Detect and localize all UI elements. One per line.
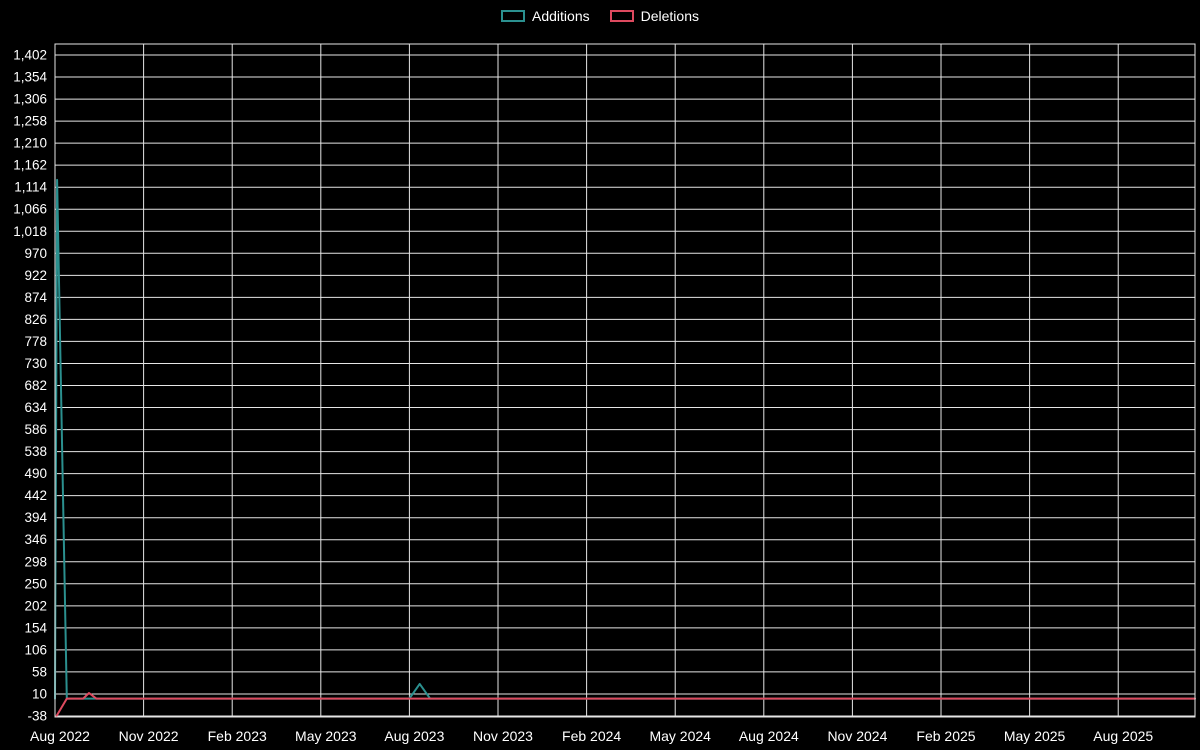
y-tick-label: 106 — [24, 642, 47, 657]
y-tick-label: 346 — [24, 532, 47, 547]
x-tick-label: Feb 2024 — [562, 728, 621, 744]
y-tick-label: 1,354 — [13, 70, 47, 85]
x-tick-label: Nov 2023 — [473, 728, 533, 744]
x-tick-label: Feb 2023 — [208, 728, 267, 744]
y-tick-label: 682 — [24, 378, 47, 393]
y-tick-label: 778 — [24, 334, 47, 349]
y-tick-label: 490 — [24, 466, 47, 481]
y-tick-label: 538 — [24, 444, 47, 459]
y-tick-label: 394 — [24, 510, 47, 525]
x-tick-label: May 2025 — [1004, 728, 1066, 744]
y-tick-label: 1,210 — [13, 136, 47, 151]
y-tick-label: 1,402 — [13, 48, 47, 63]
x-tick-label: Nov 2024 — [827, 728, 887, 744]
x-tick-label: Feb 2025 — [916, 728, 975, 744]
grid-lines — [54, 44, 1195, 717]
series-lines — [54, 178, 1196, 717]
y-tick-label: 1,162 — [13, 158, 47, 173]
y-tick-label: 970 — [24, 246, 47, 261]
x-tick-label: May 2024 — [649, 728, 711, 744]
x-axis-tick-labels: Aug 2022 Nov 2022 Feb 2023 May 2023 Aug 2023… — [30, 728, 1153, 744]
deletions-swatch-icon — [609, 10, 634, 22]
y-axis-tick-labels: -38 10 58 106 154 202 250 298 346 394 442 490 538 586… — [13, 48, 47, 724]
legend-label-additions: Additions — [532, 8, 590, 24]
series-line-additions — [54, 178, 1196, 700]
x-tick-label: Aug 2024 — [739, 728, 799, 744]
y-tick-label: 1,306 — [13, 92, 47, 107]
legend-item-deletions[interactable]: Deletions — [609, 8, 699, 24]
y-tick-label: -38 — [27, 709, 47, 724]
y-tick-label: 202 — [24, 598, 47, 613]
y-tick-label: 10 — [32, 686, 47, 701]
plot-border — [54, 43, 1196, 718]
y-tick-label: 250 — [24, 576, 47, 591]
y-tick-label: 634 — [24, 400, 47, 415]
legend-item-additions[interactable]: Additions — [501, 8, 590, 24]
series-line-deletions — [55, 692, 1196, 717]
y-tick-label: 874 — [24, 290, 47, 305]
y-tick-label: 730 — [24, 356, 47, 371]
y-tick-label: 1,066 — [13, 202, 47, 217]
y-tick-label: 154 — [24, 620, 47, 635]
x-tick-label: Nov 2022 — [119, 728, 179, 744]
y-tick-label: 298 — [24, 554, 47, 569]
y-tick-label: 1,018 — [13, 224, 47, 239]
y-tick-label: 58 — [32, 664, 47, 679]
legend-label-deletions: Deletions — [640, 8, 699, 24]
y-tick-label: 1,114 — [14, 180, 47, 195]
y-tick-label: 586 — [24, 422, 47, 437]
x-tick-label: Aug 2022 — [30, 728, 90, 744]
chart-legend: Additions Deletions — [0, 8, 1200, 24]
y-tick-label: 1,258 — [13, 114, 47, 129]
y-tick-label: 826 — [24, 312, 47, 327]
y-tick-label: 922 — [24, 268, 47, 283]
x-tick-label: May 2023 — [295, 728, 357, 744]
x-tick-label: Aug 2023 — [384, 728, 444, 744]
x-tick-label: Aug 2025 — [1093, 728, 1153, 744]
additions-swatch-icon — [501, 10, 526, 22]
y-tick-label: 442 — [24, 488, 47, 503]
